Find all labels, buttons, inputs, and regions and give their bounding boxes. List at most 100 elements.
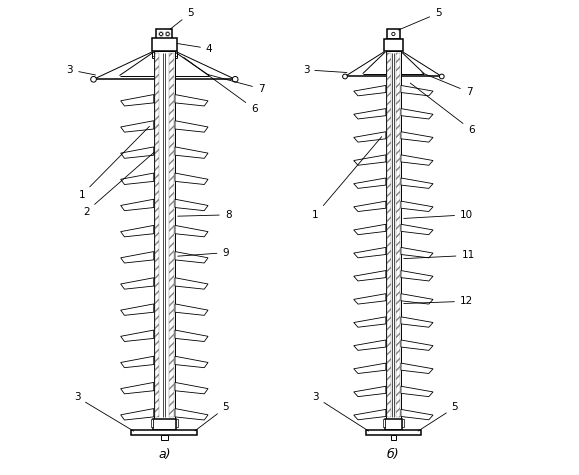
Polygon shape	[354, 155, 386, 165]
Text: 1: 1	[78, 126, 149, 200]
Polygon shape	[175, 252, 208, 263]
Text: 6: 6	[184, 57, 258, 114]
Polygon shape	[120, 382, 154, 394]
Polygon shape	[120, 278, 154, 289]
Polygon shape	[401, 224, 433, 235]
Text: 3: 3	[303, 65, 347, 75]
Polygon shape	[120, 330, 154, 342]
Polygon shape	[354, 178, 386, 189]
Bar	[386, 51, 401, 419]
Circle shape	[232, 76, 238, 82]
Polygon shape	[175, 408, 208, 420]
Bar	[385, 419, 402, 430]
Polygon shape	[354, 201, 386, 211]
Polygon shape	[354, 109, 386, 119]
Bar	[151, 419, 153, 428]
Polygon shape	[354, 294, 386, 304]
Bar	[402, 419, 404, 428]
Bar	[155, 53, 159, 417]
Polygon shape	[401, 271, 433, 281]
Text: 8: 8	[178, 210, 232, 220]
Polygon shape	[401, 409, 433, 420]
Text: a): a)	[158, 448, 171, 461]
Text: 5: 5	[398, 8, 442, 30]
Polygon shape	[401, 109, 433, 119]
Polygon shape	[401, 155, 433, 165]
Polygon shape	[175, 95, 208, 106]
Text: 7: 7	[422, 73, 472, 97]
Text: 2: 2	[83, 152, 154, 217]
Polygon shape	[354, 340, 386, 351]
Polygon shape	[401, 294, 433, 304]
Bar	[367, 430, 420, 436]
Circle shape	[392, 32, 395, 36]
Circle shape	[159, 32, 163, 36]
Text: 3: 3	[67, 65, 96, 75]
Polygon shape	[175, 173, 208, 184]
Text: 3: 3	[74, 392, 134, 431]
Polygon shape	[401, 86, 433, 96]
Bar	[391, 436, 396, 440]
Bar	[131, 430, 197, 436]
Polygon shape	[175, 382, 208, 394]
Text: 12: 12	[404, 296, 473, 306]
Circle shape	[343, 74, 347, 79]
Polygon shape	[401, 317, 433, 327]
Bar	[161, 436, 168, 440]
Polygon shape	[401, 340, 433, 351]
Text: 1: 1	[312, 137, 382, 220]
Text: 11: 11	[404, 250, 475, 260]
Circle shape	[439, 74, 444, 79]
Polygon shape	[120, 121, 154, 132]
Polygon shape	[175, 330, 208, 342]
Polygon shape	[401, 363, 433, 373]
Circle shape	[166, 32, 170, 36]
Polygon shape	[175, 304, 208, 315]
Polygon shape	[120, 95, 154, 106]
Polygon shape	[175, 226, 208, 237]
Text: 10: 10	[404, 210, 473, 220]
Text: 5: 5	[170, 8, 193, 29]
Text: 4: 4	[177, 44, 212, 54]
Bar	[383, 419, 385, 428]
Text: 7: 7	[207, 75, 265, 94]
Polygon shape	[354, 132, 386, 142]
Polygon shape	[354, 386, 386, 397]
Polygon shape	[175, 121, 208, 132]
Bar	[396, 53, 400, 417]
Polygon shape	[120, 226, 154, 237]
Polygon shape	[354, 86, 386, 96]
Polygon shape	[401, 132, 433, 142]
Bar	[175, 419, 178, 428]
Bar	[156, 29, 173, 39]
Bar	[174, 51, 177, 56]
Bar	[154, 51, 175, 419]
Polygon shape	[120, 408, 154, 420]
Polygon shape	[175, 147, 208, 158]
Polygon shape	[354, 317, 386, 327]
Bar	[152, 51, 155, 56]
Polygon shape	[401, 386, 433, 397]
Polygon shape	[175, 199, 208, 210]
Circle shape	[166, 32, 170, 36]
Polygon shape	[120, 356, 154, 368]
Polygon shape	[175, 356, 208, 368]
Polygon shape	[120, 199, 154, 210]
Polygon shape	[354, 224, 386, 235]
Polygon shape	[120, 252, 154, 263]
Polygon shape	[401, 178, 433, 189]
Polygon shape	[120, 304, 154, 315]
Bar	[387, 29, 400, 39]
Bar	[169, 53, 174, 417]
Polygon shape	[120, 147, 154, 158]
Text: 3: 3	[312, 392, 369, 431]
Polygon shape	[354, 247, 386, 258]
Circle shape	[91, 76, 96, 82]
Polygon shape	[354, 363, 386, 373]
Text: 6: 6	[411, 83, 475, 135]
Polygon shape	[120, 173, 154, 184]
Text: 9: 9	[178, 247, 229, 257]
Circle shape	[166, 32, 169, 36]
Text: 5: 5	[195, 402, 229, 431]
Bar	[153, 419, 175, 430]
